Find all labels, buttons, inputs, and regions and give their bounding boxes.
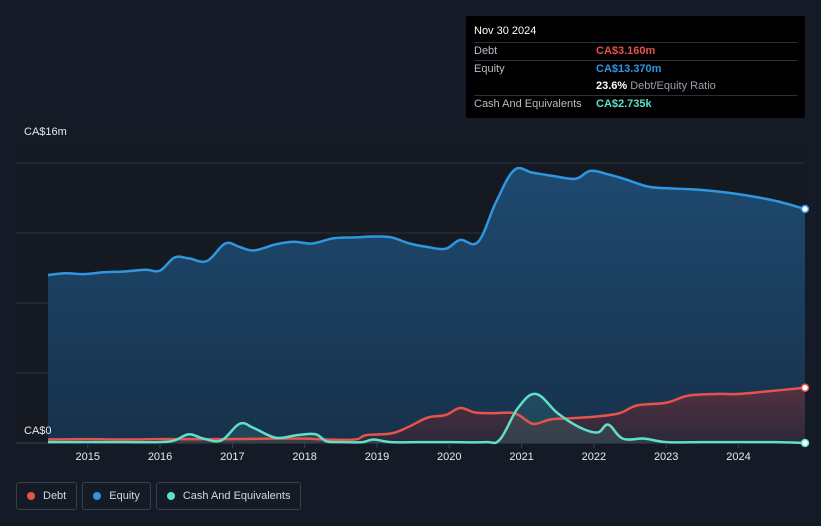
cash-dot-icon <box>166 492 175 500</box>
debt-end-marker <box>800 383 810 392</box>
x-tick-label-2017: 2017 <box>220 451 244 463</box>
x-tick-label-2023: 2023 <box>654 451 678 463</box>
legend-cash-label: Cash And Equivalents <box>182 490 291 502</box>
legend: Debt Equity Cash And Equivalents <box>16 482 302 510</box>
x-tick-label-2019: 2019 <box>365 451 389 463</box>
tooltip-ratio-row: 23.6% Debt/Equity Ratio <box>474 78 797 95</box>
tooltip-panel: Nov 30 2024 Debt CA$3.160m Equity CA$13.… <box>466 16 805 118</box>
x-tick-label-2022: 2022 <box>582 451 606 463</box>
tooltip-ratio-label: Debt/Equity Ratio <box>630 80 716 92</box>
legend-equity-label: Equity <box>109 490 140 502</box>
cash-line <box>48 392 806 445</box>
x-tick-label-2020: 2020 <box>437 451 461 463</box>
legend-item-cash[interactable]: Cash And Equivalents <box>155 482 302 510</box>
legend-debt-label: Debt <box>43 490 67 502</box>
cash-end-marker <box>800 438 810 448</box>
equity-area <box>48 168 805 443</box>
tooltip-debt-value: CA$3.160m <box>596 45 656 57</box>
equity-line <box>47 166 806 277</box>
tooltip-ratio-value: 23.6% <box>596 80 628 92</box>
tooltip-equity-row: Equity CA$13.370m <box>474 60 797 78</box>
y-tick-label-bottom: CA$0 <box>24 425 52 437</box>
x-tick-label-2024: 2024 <box>726 451 750 463</box>
y-tick-label-top: CA$16m <box>24 126 67 138</box>
x-tick-label-2016: 2016 <box>148 451 172 463</box>
equity-dot-icon <box>93 492 102 500</box>
tooltip-cash-row: Cash And Equivalents CA$2.735k <box>474 95 797 113</box>
x-tick-label-2018: 2018 <box>292 451 316 463</box>
x-axis-ticks: 2015 2016 2017 2018 2019 2020 2021 2022 2023 2024 <box>76 443 751 463</box>
legend-item-debt[interactable]: Debt <box>16 482 78 510</box>
tooltip-cash-label: Cash And Equivalents <box>474 98 582 110</box>
x-tick-label-2021: 2021 <box>509 451 533 463</box>
tooltip-ratio-text: 23.6% Debt/Equity Ratio <box>596 78 716 95</box>
cash-area <box>48 393 805 443</box>
tooltip-debt-row: Debt CA$3.160m <box>474 42 797 60</box>
tooltip-debt-label: Debt <box>474 45 498 57</box>
legend-item-equity[interactable]: Equity <box>82 482 151 510</box>
series-areas <box>48 168 805 443</box>
series-lines <box>47 166 806 445</box>
debt-dot-icon <box>27 492 35 500</box>
tooltip-equity-label: Equity <box>474 63 505 75</box>
x-tick-label-2015: 2015 <box>76 451 100 463</box>
debt-line <box>47 386 806 442</box>
end-markers <box>800 204 810 448</box>
debt-area <box>48 387 805 443</box>
equity-end-marker <box>800 204 810 214</box>
tooltip-cash-value: CA$2.735k <box>596 98 652 110</box>
tooltip-equity-value: CA$13.370m <box>596 63 662 75</box>
tooltip-date: Nov 30 2024 <box>474 25 537 37</box>
